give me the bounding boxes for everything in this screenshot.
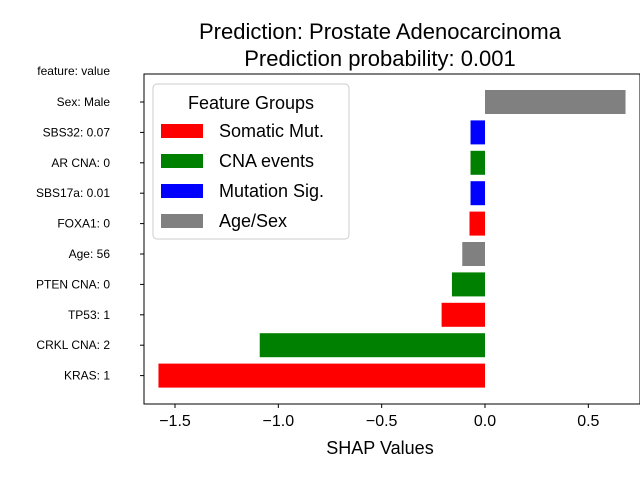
bar-3	[470, 181, 485, 206]
bar-1	[470, 120, 485, 145]
y-tick-label-2: AR CNA: 0	[51, 156, 110, 170]
x-tick-layer: −1.5 −1.0 −0.5 0.0 0.5	[159, 404, 600, 430]
bars-layer	[158, 90, 626, 388]
bar-6	[451, 272, 485, 297]
x-tick-label-0: −1.5	[159, 413, 191, 430]
y-tick-label-6: PTEN CNA: 0	[36, 277, 110, 291]
legend-label-0: Somatic Mut.	[219, 121, 324, 141]
bar-2	[470, 150, 485, 175]
legend-swatch-2	[161, 184, 203, 198]
y-tick-label-8: CRKL CNA: 2	[36, 338, 110, 352]
x-tick-label-2: −0.5	[366, 413, 398, 430]
chart-title-line-1: Prediction: Prostate Adenocarcinoma	[199, 19, 562, 44]
y-tick-label-1: SBS32: 0.07	[43, 125, 111, 139]
bar-7	[441, 302, 485, 327]
plot-frame	[143, 73, 640, 405]
legend-title: Feature Groups	[188, 93, 314, 113]
legend-frame	[152, 83, 350, 240]
bar-5	[462, 242, 485, 266]
bar-8	[259, 333, 485, 358]
legend-label-2: Mutation Sig.	[219, 181, 324, 201]
y-tick-label-3: SBS17a: 0.01	[36, 186, 110, 200]
x-axis-label: SHAP Values	[326, 438, 433, 458]
y-tick-layer: Sex: Male SBS32: 0.07 AR CNA: 0 SBS17a: 0.0…	[36, 95, 144, 383]
legend-swatch-3	[161, 214, 203, 228]
x-tick-label-4: 0.5	[577, 413, 599, 430]
legend-label-1: CNA events	[219, 151, 314, 171]
legend-label-3: Age/Sex	[219, 211, 287, 231]
y-tick-label-0: Sex: Male	[57, 95, 111, 109]
y-tick-label-5: Age: 56	[69, 247, 111, 261]
legend: Feature Groups Somatic Mut. CNA events Mut…	[152, 83, 350, 240]
x-tick-label-1: −1.0	[263, 413, 295, 430]
legend-swatch-0	[161, 124, 203, 138]
bar-4	[469, 211, 485, 236]
legend-swatch-1	[161, 154, 203, 168]
bar-0	[485, 90, 626, 114]
legend-entries: Somatic Mut. CNA events Mutation Sig. Age/S…	[161, 121, 324, 231]
chart-title-line-2: Prediction probability: 0.001	[244, 46, 516, 71]
x-tick-label-3: 0.0	[474, 413, 496, 430]
bar-9	[158, 363, 485, 388]
y-tick-label-7: TP53: 1	[68, 308, 110, 322]
y-axis-header: feature: value	[37, 64, 110, 78]
y-tick-label-4: FOXA1: 0	[57, 217, 110, 231]
y-tick-label-9: KRAS: 1	[64, 369, 110, 383]
